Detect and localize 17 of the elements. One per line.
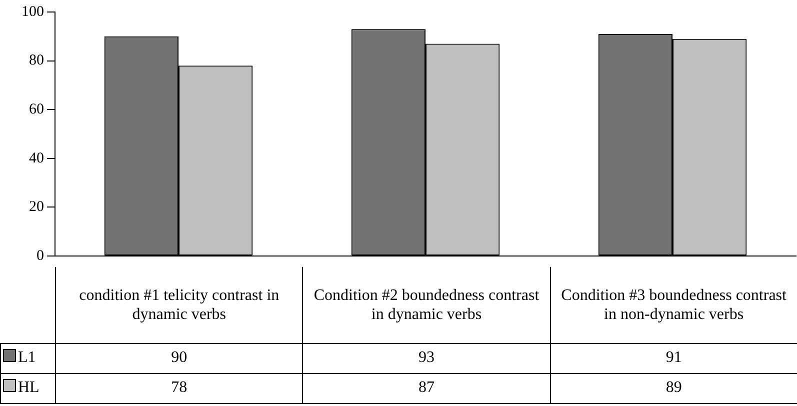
data-label: 91 xyxy=(550,343,797,373)
y-tick-label: 100 xyxy=(22,4,44,20)
y-tick-label: 60 xyxy=(29,102,44,118)
x-tick-label: condition #1 telicity contrast in dynamic verbs xyxy=(56,267,303,343)
data-label: 87 xyxy=(302,373,550,403)
y-tick-label: 80 xyxy=(29,52,44,69)
data-label: 90 xyxy=(56,343,303,373)
y-tick-label: 20 xyxy=(29,199,44,216)
legend-label: L1 xyxy=(0,343,56,373)
x-tick-label: Condition #3 boundedness contrast in non-dynamic verbs xyxy=(550,267,797,343)
legend-label: HL xyxy=(0,373,56,403)
data-label: 93 xyxy=(302,343,550,373)
y-tick-label: 40 xyxy=(29,150,44,166)
y-tick-label: 0 xyxy=(36,248,44,264)
data-label: 89 xyxy=(550,373,797,403)
data-label: 78 xyxy=(56,373,303,403)
x-tick-label: Condition #2 boundedness contrast in dynamic verbs xyxy=(302,267,550,343)
